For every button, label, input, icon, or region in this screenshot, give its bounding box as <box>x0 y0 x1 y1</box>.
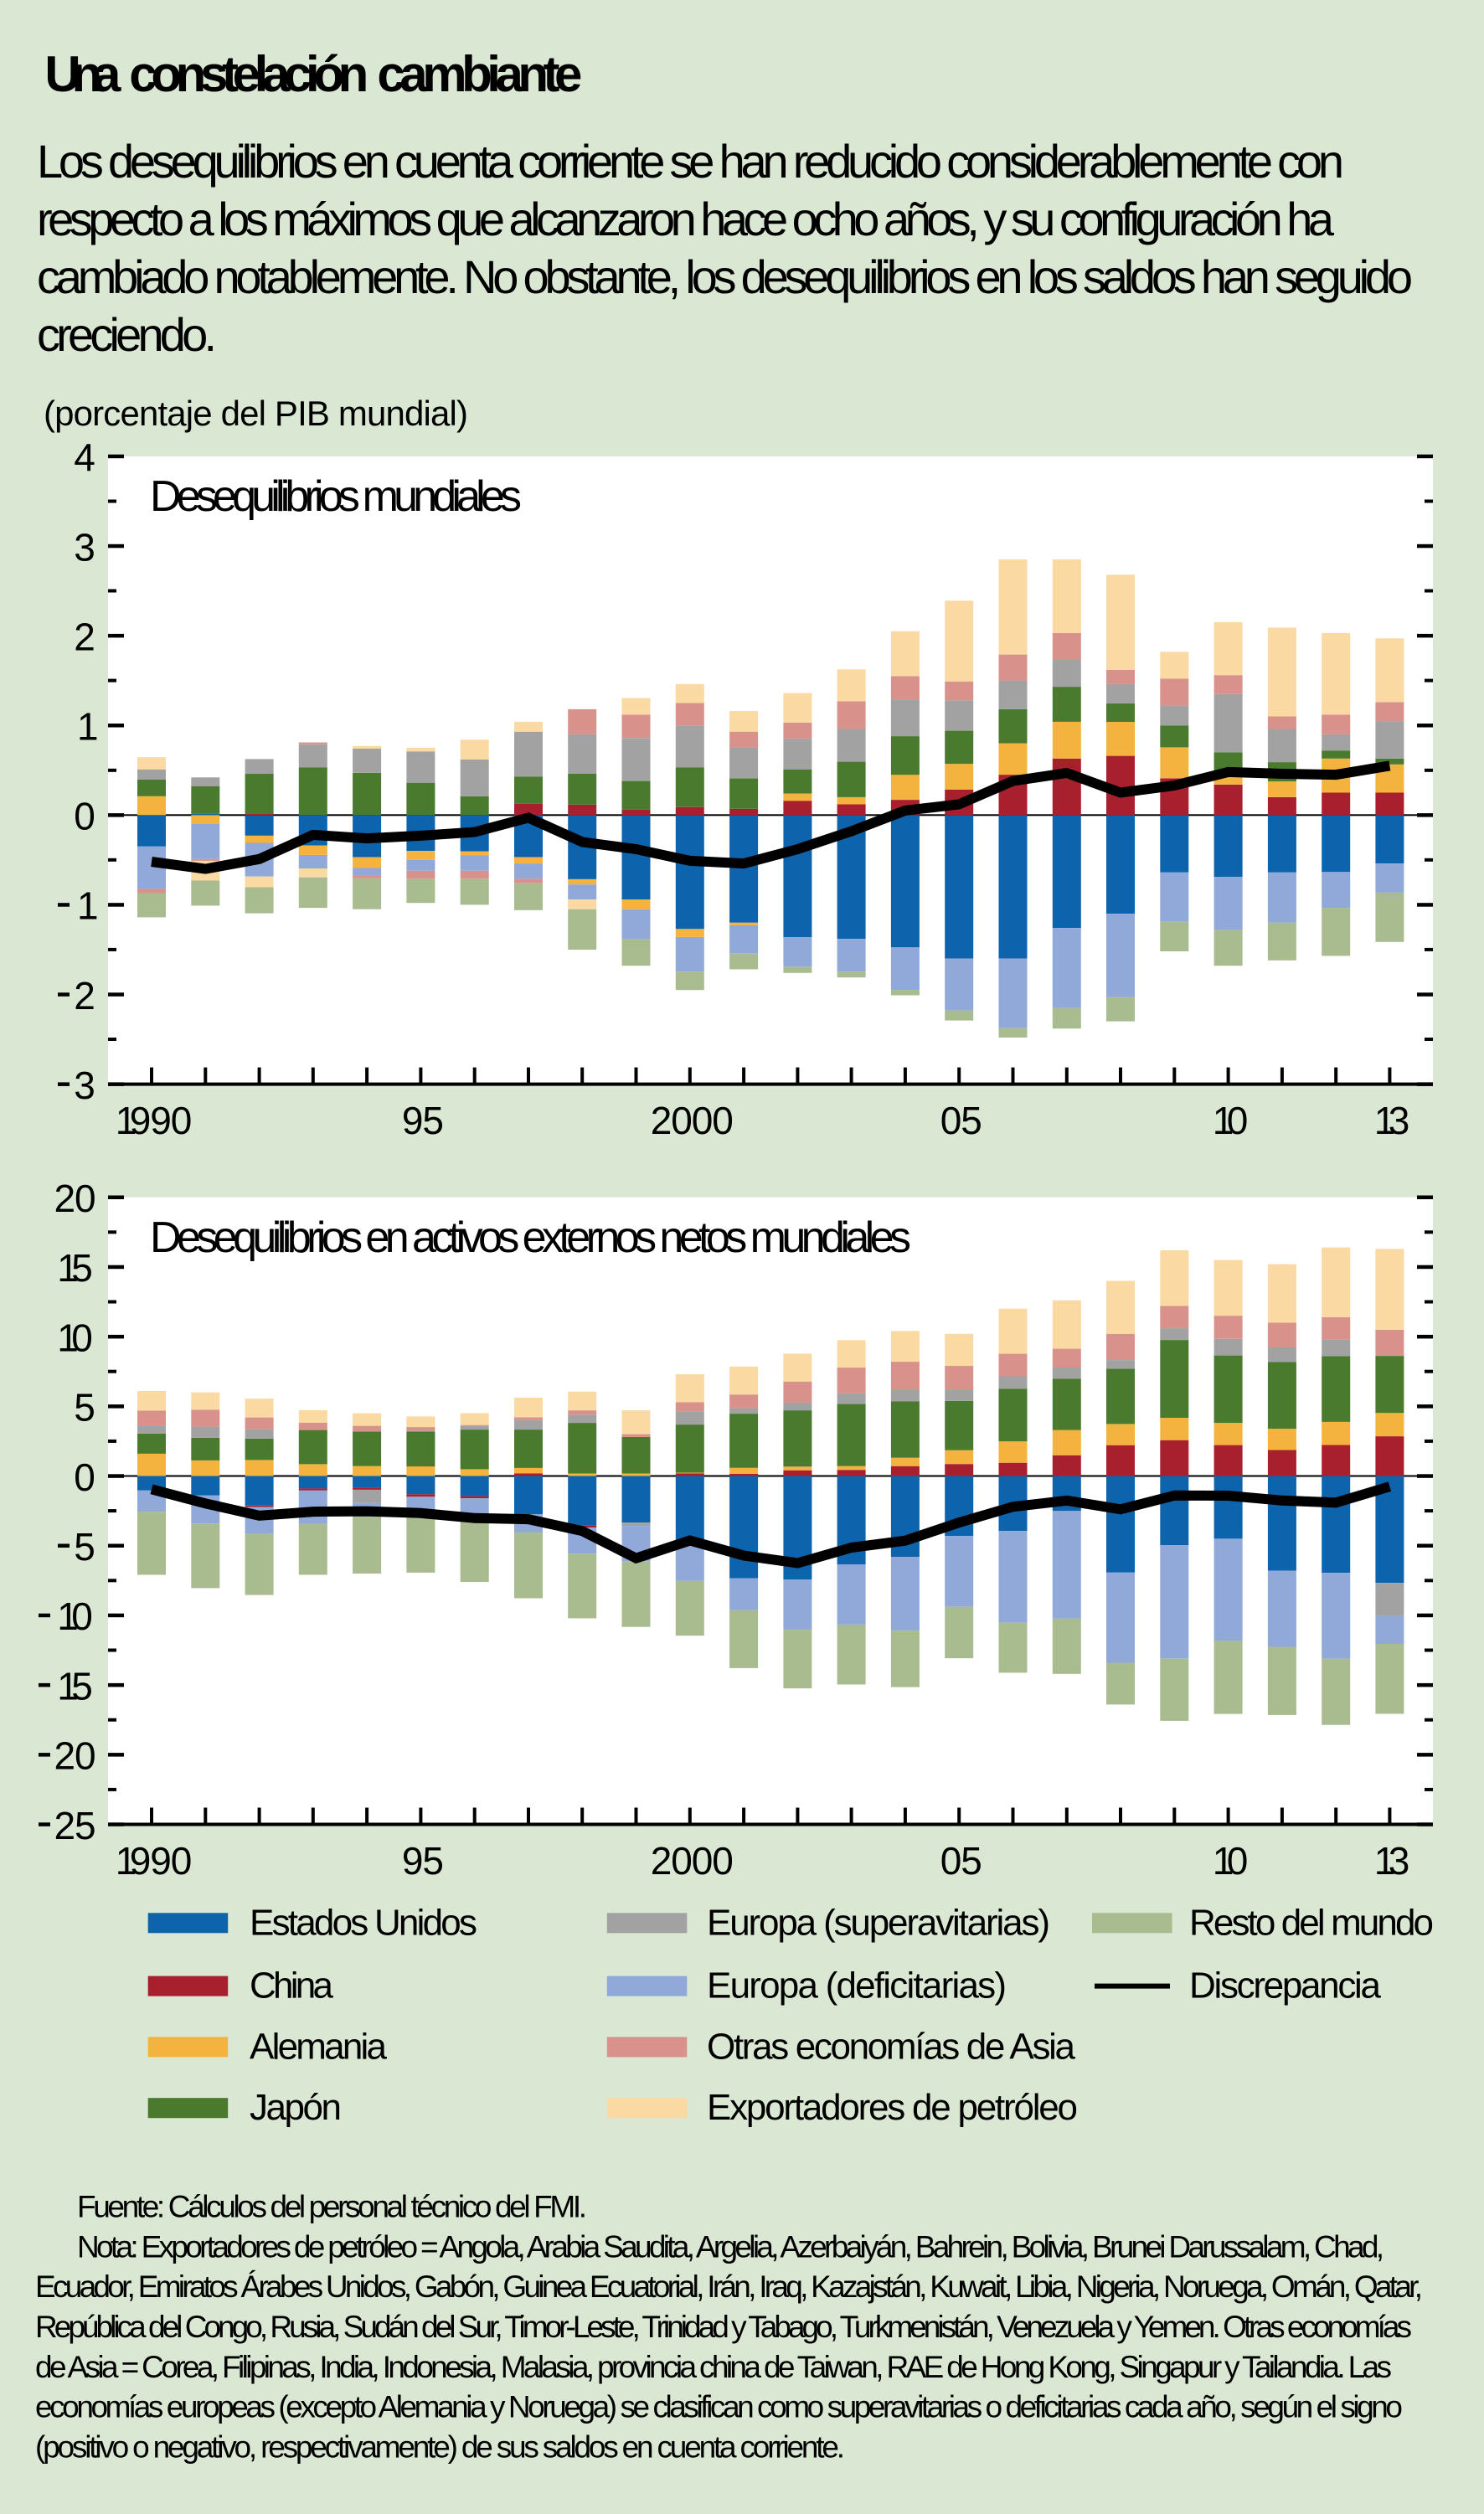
svg-text:3: 3 <box>74 525 95 569</box>
svg-text:2: 2 <box>54 1734 76 1778</box>
svg-text:2: 2 <box>651 1839 672 1883</box>
svg-text:República del Congo, Rusia, Su: República del Congo, Rusia, Sudán del Su… <box>35 2310 1412 2344</box>
svg-text:(positivo o negativo, respecti: (positivo o negativo, respectivamente) d… <box>35 2429 845 2464</box>
svg-text:0: 0 <box>940 1099 962 1142</box>
svg-text:0: 0 <box>671 1839 693 1883</box>
svg-text:Europa (deficitarias): Europa (deficitarias) <box>707 1965 1007 2007</box>
svg-text:5: 5 <box>71 1246 93 1290</box>
svg-text:1: 1 <box>1374 1099 1396 1142</box>
svg-text:Europa (superavitarias): Europa (superavitarias) <box>707 1902 1050 1943</box>
svg-text:0: 0 <box>171 1099 193 1142</box>
svg-text:2: 2 <box>74 974 95 1017</box>
svg-text:de Asia = Corea, Filipinas, In: de Asia = Corea, Filipinas, India, Indon… <box>35 2350 1392 2384</box>
svg-text:Exportadores de petróleo: Exportadores de petróleo <box>707 2087 1078 2128</box>
svg-text:Discrepancia: Discrepancia <box>1189 1965 1382 2007</box>
svg-text:creciendo.: creciendo. <box>37 308 217 361</box>
svg-text:Estados Unidos: Estados Unidos <box>250 1902 477 1943</box>
svg-text:0: 0 <box>75 1734 96 1778</box>
svg-text:Fuente: Cálculos del personal: Fuente: Cálculos del personal técnico de… <box>77 2190 587 2224</box>
svg-text:Desequilibrios en activos exte: Desequilibrios en activos externos netos… <box>150 1213 911 1262</box>
svg-text:Otras economías de Asia: Otras economías de Asia <box>707 2026 1076 2067</box>
svg-text:9: 9 <box>130 1099 152 1142</box>
svg-text:1: 1 <box>1213 1839 1234 1883</box>
svg-text:cambiante: cambiante <box>377 46 582 102</box>
svg-text:0: 0 <box>71 1316 93 1359</box>
svg-text:5: 5 <box>961 1839 982 1883</box>
svg-text:1: 1 <box>57 1246 79 1290</box>
svg-text:0: 0 <box>940 1839 962 1883</box>
svg-text:1: 1 <box>116 1839 137 1883</box>
svg-text:5: 5 <box>74 1525 95 1569</box>
svg-text:1: 1 <box>1374 1839 1396 1883</box>
svg-text:0: 0 <box>671 1099 693 1142</box>
svg-text:Ecuador, Emiratos Árabes Unido: Ecuador, Emiratos Árabes Unidos, Gabón, … <box>35 2269 1423 2304</box>
svg-text:Desequilibrios mundiales: Desequilibrios mundiales <box>150 472 522 521</box>
svg-text:9: 9 <box>402 1099 424 1142</box>
svg-text:constelación: constelación <box>129 46 368 102</box>
svg-text:3: 3 <box>74 1064 95 1107</box>
svg-text:9: 9 <box>150 1839 172 1883</box>
svg-text:economías europeas (excepto Al: economías europeas (excepto Alemania y N… <box>35 2390 1403 2424</box>
svg-text:Nota: Exportadores de petróleo: Nota: Exportadores de petróleo = Angola,… <box>77 2229 1384 2264</box>
svg-text:1: 1 <box>116 1099 137 1142</box>
svg-text:Alemania: Alemania <box>250 2026 388 2067</box>
svg-text:1: 1 <box>1213 1099 1234 1142</box>
svg-text:1: 1 <box>57 1316 79 1359</box>
svg-text:1: 1 <box>77 705 99 749</box>
svg-text:0: 0 <box>692 1839 714 1883</box>
svg-text:0: 0 <box>1227 1099 1249 1142</box>
svg-text:2: 2 <box>54 1177 76 1220</box>
svg-text:9: 9 <box>402 1839 424 1883</box>
svg-text:2: 2 <box>54 1804 76 1847</box>
svg-text:0: 0 <box>71 1594 93 1638</box>
svg-text:Una: Una <box>44 46 121 102</box>
svg-text:0: 0 <box>692 1099 714 1142</box>
svg-text:3: 3 <box>1389 1839 1410 1883</box>
svg-text:cambiado notablemente. No obst: cambiado notablemente. No obstante, los … <box>37 250 1413 303</box>
svg-text:5: 5 <box>75 1804 96 1847</box>
svg-text:2: 2 <box>651 1099 672 1142</box>
svg-text:0: 0 <box>712 1099 734 1142</box>
svg-text:0: 0 <box>74 795 95 838</box>
svg-text:9: 9 <box>130 1839 152 1883</box>
svg-text:(porcentaje del PIB mundial): (porcentaje del PIB mundial) <box>44 394 468 433</box>
svg-text:Japón: Japón <box>250 2087 342 2128</box>
svg-text:3: 3 <box>1389 1099 1410 1142</box>
svg-text:0: 0 <box>74 1455 95 1499</box>
svg-text:1: 1 <box>77 884 99 928</box>
svg-text:1: 1 <box>57 1664 79 1708</box>
svg-text:9: 9 <box>150 1099 172 1142</box>
svg-text:Los desequilibrios en cuenta c: Los desequilibrios en cuenta corriente s… <box>37 135 1344 188</box>
svg-text:0: 0 <box>75 1177 96 1220</box>
svg-text:4: 4 <box>74 435 95 479</box>
svg-text:5: 5 <box>422 1099 444 1142</box>
svg-text:China: China <box>250 1965 334 2007</box>
svg-text:5: 5 <box>74 1386 95 1430</box>
svg-text:5: 5 <box>71 1664 93 1708</box>
svg-text:1: 1 <box>57 1594 79 1638</box>
svg-text:5: 5 <box>422 1839 444 1883</box>
svg-text:5: 5 <box>961 1099 982 1142</box>
svg-text:0: 0 <box>171 1839 193 1883</box>
svg-text:respecto a los máximos que alc: respecto a los máximos que alcanzaron ha… <box>37 193 1335 245</box>
svg-text:0: 0 <box>712 1839 734 1883</box>
svg-text:Resto del mundo: Resto del mundo <box>1189 1902 1434 1943</box>
svg-text:2: 2 <box>74 615 95 658</box>
svg-text:0: 0 <box>1227 1839 1249 1883</box>
